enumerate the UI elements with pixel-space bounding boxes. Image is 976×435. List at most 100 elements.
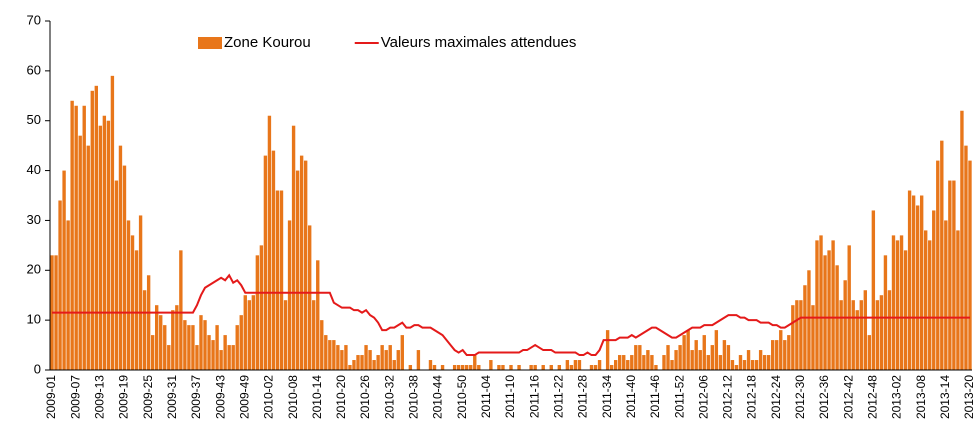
bar [843, 280, 847, 370]
x-tick-label: 2011-22 [551, 375, 565, 418]
legend-label: Zone Kourou [224, 34, 311, 51]
bar [960, 110, 964, 370]
x-tick-label: 2010-50 [455, 375, 469, 419]
x-tick-label: 2010-08 [286, 375, 300, 419]
y-tick-label: 10 [27, 312, 41, 327]
bar [231, 345, 235, 370]
bar [654, 365, 658, 370]
bar [287, 220, 292, 370]
bar [630, 355, 634, 370]
bar [911, 195, 916, 370]
bar [698, 350, 702, 370]
bar [811, 305, 815, 370]
x-tick-label: 2009-19 [117, 375, 131, 419]
bar [549, 365, 553, 370]
bar [666, 345, 670, 370]
bar [626, 360, 630, 370]
bar [928, 240, 932, 370]
x-tick-label: 2009-07 [68, 375, 82, 419]
bar [597, 360, 602, 370]
bar [307, 225, 312, 370]
bar [388, 345, 392, 370]
bar [879, 295, 884, 370]
bar [456, 365, 461, 370]
bar [203, 320, 207, 370]
bar [964, 145, 968, 370]
x-tick-label: 2012-48 [866, 375, 880, 419]
bar [779, 330, 783, 370]
bar [791, 305, 795, 370]
bar [924, 230, 928, 370]
bar [227, 345, 231, 370]
bar [702, 335, 706, 370]
bar [907, 190, 912, 370]
bar [259, 245, 264, 370]
bar [682, 335, 686, 370]
bar [271, 150, 276, 370]
bar [78, 135, 82, 370]
bar [827, 250, 831, 370]
bar [416, 350, 421, 370]
bar [219, 350, 223, 370]
y-tick-label: 60 [27, 62, 41, 77]
bar [956, 230, 960, 370]
bar [686, 330, 690, 370]
x-tick-label: 2010-26 [358, 375, 372, 419]
bar [473, 355, 477, 370]
bar [126, 220, 131, 370]
bar [766, 355, 771, 370]
x-tick-label: 2013-08 [914, 375, 928, 419]
bar [569, 365, 574, 370]
bar [74, 105, 78, 370]
bar [799, 300, 803, 370]
bar [239, 315, 243, 370]
bar [207, 335, 211, 370]
x-tick-label: 2009-49 [237, 375, 251, 419]
bar [742, 360, 747, 370]
bar [915, 205, 920, 370]
y-tick-label: 50 [27, 112, 41, 127]
bar [352, 360, 356, 370]
x-tick-label: 2010-32 [382, 375, 396, 419]
x-tick-label: 2009-31 [165, 375, 179, 419]
bar [477, 365, 481, 370]
bar [690, 350, 694, 370]
bar [223, 335, 227, 370]
bar [283, 300, 288, 370]
bar [452, 365, 457, 370]
bar [609, 365, 614, 370]
bar [336, 345, 340, 370]
bar [662, 355, 666, 370]
bar [775, 340, 779, 370]
bar [509, 365, 513, 370]
bar [573, 360, 578, 370]
y-tick-label: 30 [27, 212, 41, 227]
bar [738, 355, 743, 370]
bar [211, 340, 215, 370]
x-tick-label: 2010-02 [262, 375, 276, 419]
bar [706, 355, 710, 370]
bar [372, 360, 376, 370]
bar [754, 360, 759, 370]
bar [130, 235, 135, 370]
bar [134, 250, 139, 370]
x-tick-label: 2012-18 [745, 375, 759, 419]
bar [859, 300, 863, 370]
x-tick-label: 2012-30 [793, 375, 807, 419]
bar [891, 235, 896, 370]
bar [577, 360, 582, 370]
x-tick-label: 2009-43 [213, 375, 227, 419]
x-tick-label: 2012-36 [817, 375, 831, 419]
bar [70, 100, 74, 371]
bar [734, 365, 739, 370]
bar [895, 240, 900, 370]
x-tick-label: 2011-16 [527, 375, 541, 418]
y-tick-label: 40 [27, 162, 41, 177]
legend-swatch [198, 37, 222, 49]
bar [90, 90, 94, 371]
x-tick-label: 2009-13 [92, 375, 106, 419]
bar [618, 355, 622, 370]
bar [557, 365, 562, 370]
bar [255, 255, 260, 370]
